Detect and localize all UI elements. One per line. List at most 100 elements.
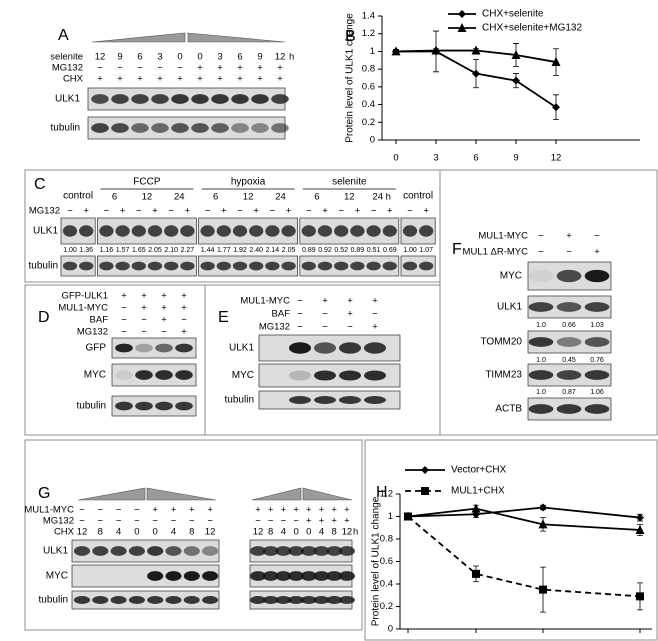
blot-band xyxy=(175,343,193,353)
quantification: 1.36 xyxy=(79,247,93,254)
y-tick-label: 0.4 xyxy=(362,99,375,110)
lane-label: + xyxy=(347,309,353,320)
lane-label: + xyxy=(197,63,203,74)
panel-label: B xyxy=(345,28,356,45)
blot-band xyxy=(288,546,305,556)
lane-label: + xyxy=(197,74,203,85)
blot-band xyxy=(155,401,173,411)
row-label: MG132 xyxy=(52,63,83,74)
lane-label: − xyxy=(594,231,600,242)
lane-label: − xyxy=(281,516,287,527)
panel-label: H xyxy=(376,484,388,501)
blot-band xyxy=(249,261,264,271)
quantification: 1.0 xyxy=(536,322,546,329)
panel-label: F xyxy=(452,241,462,258)
blot-band xyxy=(115,401,133,411)
lane-label: − xyxy=(117,63,123,74)
lane-label: + xyxy=(319,505,325,516)
blot-band xyxy=(249,571,267,581)
quantification: 0.45 xyxy=(562,357,576,364)
time-label: 6 xyxy=(213,192,218,203)
blot-band xyxy=(200,225,215,237)
blot-membrane xyxy=(299,255,400,277)
lane-label: + xyxy=(281,505,287,516)
quantification: 1.0 xyxy=(536,357,546,364)
marker xyxy=(403,511,413,521)
x-tick-label: 9 xyxy=(513,153,518,164)
wedge xyxy=(146,487,217,501)
time-label: 24 xyxy=(174,192,185,203)
lane-label: − xyxy=(407,206,413,217)
blot-band xyxy=(528,404,554,414)
lane-label: − xyxy=(270,206,276,217)
blot-band xyxy=(175,370,193,380)
x-tick-label: 6 xyxy=(473,153,478,164)
lane-label: + xyxy=(152,505,158,516)
lane-label: − xyxy=(293,516,299,527)
blot-band xyxy=(339,370,361,381)
legend-label: CHX+selenite+MG132 xyxy=(482,23,582,34)
lane-label: + xyxy=(177,74,183,85)
lane-label: + xyxy=(257,63,263,74)
blot-band xyxy=(300,596,317,604)
time-label: 6 xyxy=(112,192,117,203)
lane-label: 4 xyxy=(116,527,121,538)
lane-label: − xyxy=(268,516,274,527)
blot-label: ULK1 xyxy=(229,343,254,354)
panel-label: D xyxy=(38,309,50,326)
blot-label: TOMM20 xyxy=(481,337,523,348)
quantification: 0.51 xyxy=(367,247,381,254)
marker xyxy=(538,519,548,529)
marker xyxy=(472,69,480,78)
blot-band xyxy=(111,94,129,104)
blot-band xyxy=(111,123,129,133)
unit-label: h xyxy=(353,527,358,538)
lane-label: − xyxy=(79,505,85,516)
row-label: CHX xyxy=(63,74,84,85)
row-label: MG132 xyxy=(259,322,290,333)
marker xyxy=(472,569,480,578)
lane-label: 0 xyxy=(153,527,158,538)
y-axis-title: Protein level of ULK1 change xyxy=(345,13,356,143)
quantification: 1.57 xyxy=(116,247,130,254)
blot-band xyxy=(131,261,146,271)
blot-band xyxy=(364,370,386,381)
blot-band xyxy=(79,261,94,271)
lane-label: + xyxy=(355,206,361,217)
blot-band xyxy=(584,269,610,283)
lane-label: + xyxy=(171,505,177,516)
legend-label: MUL1+CHX xyxy=(451,486,505,497)
blot-band xyxy=(171,123,189,133)
blot-band xyxy=(289,342,311,354)
blot-band xyxy=(281,225,296,237)
marker xyxy=(471,45,481,55)
row-label: CHX xyxy=(54,527,75,538)
marker xyxy=(471,503,481,513)
blot-band xyxy=(528,370,554,380)
blot-band xyxy=(131,123,149,133)
lane-label: 12 xyxy=(253,527,264,538)
lane-label: 9 xyxy=(257,52,262,63)
lane-label: 12 xyxy=(342,527,353,538)
lane-label: − xyxy=(67,206,73,217)
blot-band xyxy=(115,261,130,271)
lane-label: + xyxy=(372,322,378,333)
blot-band xyxy=(326,546,343,556)
blot-band xyxy=(275,596,292,604)
lane-label: 4 xyxy=(171,527,176,538)
blot-band xyxy=(151,94,169,104)
lane-label: + xyxy=(161,291,167,302)
blot-band xyxy=(202,546,219,556)
panel-label: A xyxy=(58,27,69,44)
time-label: 12 xyxy=(142,192,153,203)
lane-label: − xyxy=(171,516,177,527)
lane-label: 12 xyxy=(77,527,88,538)
quantification: 0.89 xyxy=(351,247,365,254)
lane-label: + xyxy=(594,247,600,258)
wedge xyxy=(187,32,286,43)
lane-label: 6 xyxy=(237,52,242,63)
blot-band xyxy=(271,94,289,104)
lane-label: − xyxy=(121,315,127,326)
blot-band xyxy=(183,571,200,581)
blot-band xyxy=(556,337,582,347)
